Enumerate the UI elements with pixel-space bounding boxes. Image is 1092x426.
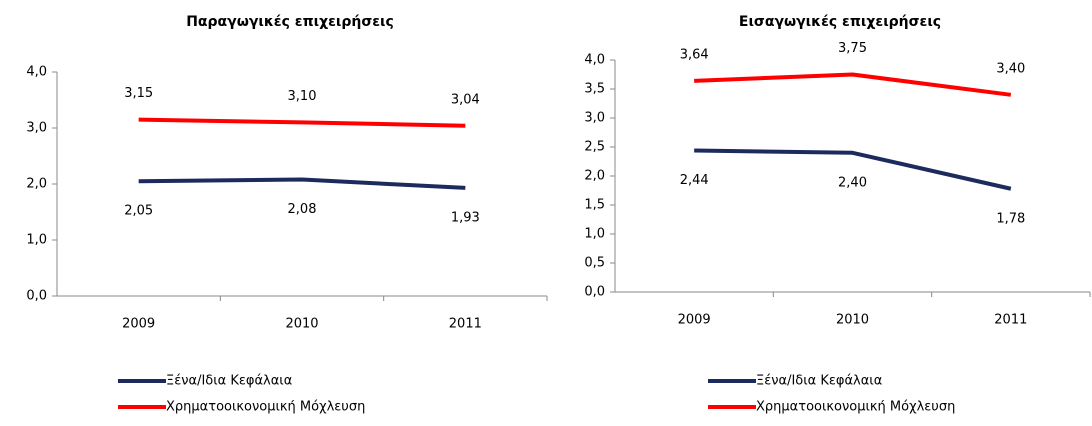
data-label: 3,15: [124, 86, 153, 101]
y-tick-label: 0,0: [584, 285, 605, 300]
legend-label: Ξένα/Ιδια Κεφάλαια: [756, 374, 882, 389]
x-tick-label: 2011: [994, 313, 1027, 328]
y-tick-label: 0,5: [584, 256, 605, 271]
data-label: 2,05: [124, 204, 153, 219]
data-label: 3,10: [288, 89, 317, 104]
data-label: 1,93: [451, 210, 480, 225]
line: [694, 72, 1012, 97]
y-tick-label: 3,0: [26, 121, 47, 136]
x-tick-label: 2011: [449, 317, 482, 332]
x-tick-label: 2009: [678, 313, 711, 328]
legend-label: Ξένα/Ιδια Κεφάλαια: [166, 374, 292, 389]
y-tick-label: 1,0: [26, 233, 47, 248]
y-tick-label: 1,0: [584, 227, 605, 242]
y-tick-label: 4,0: [26, 65, 47, 80]
data-label: 1,78: [996, 211, 1025, 226]
data-label: 3,64: [680, 47, 709, 62]
line: [694, 148, 1012, 191]
x-tick-label: 2010: [836, 313, 869, 328]
y-tick-label: 2,0: [584, 169, 605, 184]
data-label: 3,75: [838, 41, 867, 56]
x-tick-label: 2009: [122, 317, 155, 332]
y-tick-label: 1,5: [584, 198, 605, 213]
line: [138, 177, 466, 190]
y-tick-label: 3,5: [584, 82, 605, 97]
y-tick-label: 2,0: [26, 177, 47, 192]
y-tick-label: 4,0: [584, 53, 605, 68]
y-tick-label: 0,0: [26, 289, 47, 304]
line: [138, 117, 466, 128]
legend-label: Χρηματοοικονομική Μόχλευση: [756, 400, 955, 415]
data-label: 3,04: [451, 92, 480, 107]
data-label: 2,44: [680, 173, 709, 188]
data-label: 2,40: [838, 175, 867, 190]
chart-title: Παραγωγικές επιχειρήσεις: [186, 14, 394, 30]
legend-label: Χρηματοοικονομική Μόχλευση: [166, 400, 365, 415]
data-label: 2,08: [288, 202, 317, 217]
x-tick-label: 2010: [285, 317, 318, 332]
y-tick-label: 2,5: [584, 140, 605, 155]
chart-title: Εισαγωγικές επιχειρήσεις: [739, 14, 941, 30]
y-tick-label: 3,0: [584, 111, 605, 126]
data-label: 3,40: [996, 61, 1025, 76]
